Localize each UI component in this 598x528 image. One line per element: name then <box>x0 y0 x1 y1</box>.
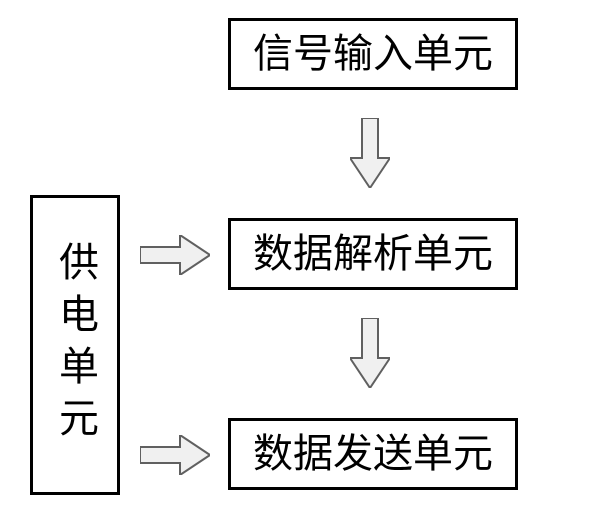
arrow-down-icon <box>350 318 390 388</box>
node-power-supply-label: 供电单元 <box>51 241 99 449</box>
node-signal-input: 信号输入单元 <box>228 18 518 90</box>
node-data-parse-label: 数据解析单元 <box>253 230 493 278</box>
node-data-send-label: 数据发送单元 <box>253 430 493 478</box>
arrow-right-icon <box>140 235 210 275</box>
node-data-send: 数据发送单元 <box>228 418 518 490</box>
node-data-parse: 数据解析单元 <box>228 218 518 290</box>
arrow-right-icon <box>140 435 210 475</box>
node-power-supply: 供电单元 <box>30 195 120 495</box>
node-signal-input-label: 信号输入单元 <box>253 30 493 78</box>
arrow-down-icon <box>350 118 390 188</box>
